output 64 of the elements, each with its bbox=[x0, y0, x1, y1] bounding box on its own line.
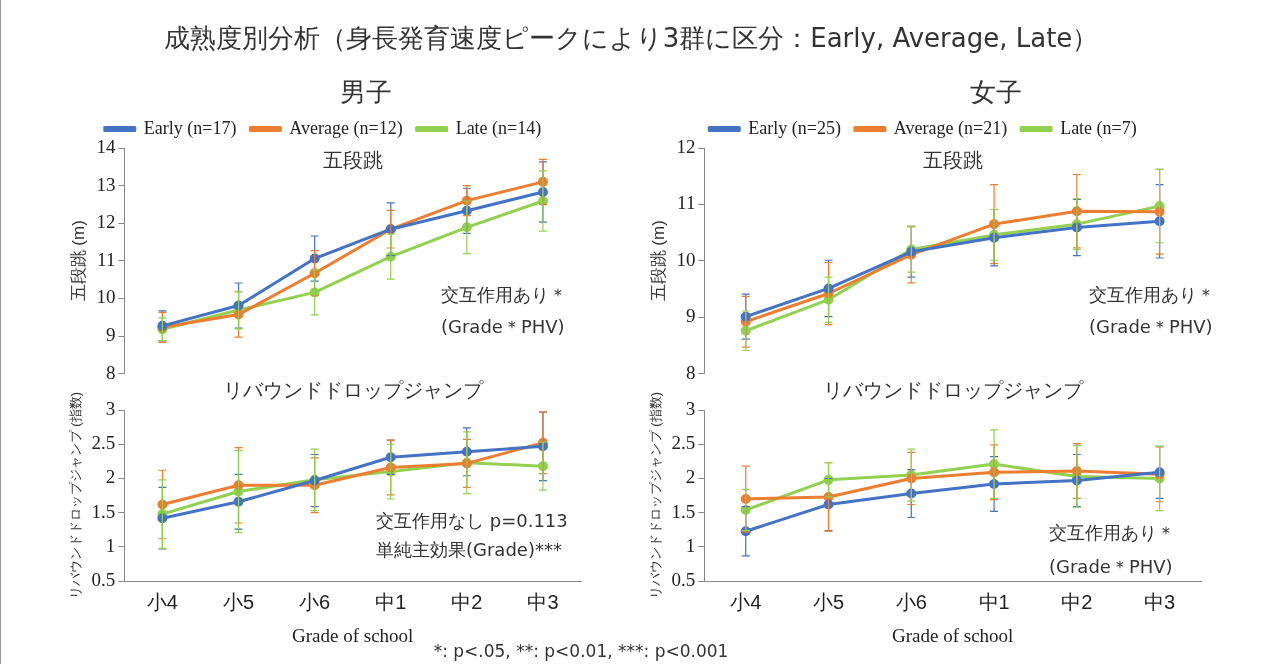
annotation: 単純主効果(Grade)*** bbox=[376, 538, 562, 563]
x-tick-label: 中3 bbox=[527, 590, 559, 613]
chart-title: 五段跳 bbox=[322, 148, 383, 173]
y-tick-label: 9 bbox=[685, 305, 696, 327]
annotation: (Grade＊PHV) bbox=[1049, 555, 1173, 580]
y-tick-label: 1 bbox=[105, 534, 116, 556]
text: 女子 bbox=[970, 76, 1022, 110]
chart-title: リバウンドドロップジャンプ bbox=[822, 378, 1084, 403]
chart-title: リバウンドドロップジャンプ bbox=[222, 378, 484, 403]
legend-label: Early (n=17) bbox=[143, 117, 237, 139]
y-tick-label: 12 bbox=[676, 135, 696, 157]
y-tick-label: 2.5 bbox=[671, 432, 696, 454]
legend-label: Late (n=7) bbox=[1060, 117, 1137, 139]
annotation: 交互作用なし p=0.113 bbox=[376, 509, 568, 534]
y-axis-title: リバウンドドロップジャンプ (指数) bbox=[68, 391, 84, 600]
y-tick-label: 0.5 bbox=[91, 569, 116, 591]
legend-label: Average (n=12) bbox=[289, 117, 403, 139]
y-tick-label: 1 bbox=[685, 534, 696, 556]
y-tick-label: 1.5 bbox=[671, 500, 696, 522]
legend-label: Average (n=21) bbox=[893, 117, 1008, 139]
y-tick-label: 12 bbox=[96, 211, 116, 233]
x-tick-label: 小5 bbox=[812, 590, 845, 613]
annotation: 交互作用あり＊ bbox=[441, 283, 567, 308]
y-tick-label: 14 bbox=[96, 135, 116, 157]
annotation: 交互作用あり＊ bbox=[1089, 283, 1215, 308]
annotation: 交互作用あり＊ bbox=[1049, 521, 1175, 546]
x-axis-title: Grade of school bbox=[292, 624, 414, 646]
x-tick-label: 中1 bbox=[978, 590, 1010, 613]
x-tick-label: 小6 bbox=[895, 590, 927, 613]
y-tick-label: 2 bbox=[105, 466, 116, 488]
x-tick-label: 小4 bbox=[146, 590, 178, 613]
y-tick-label: 9 bbox=[105, 323, 116, 345]
x-tick-label: 中2 bbox=[1061, 590, 1093, 613]
x-tick-label: 小5 bbox=[222, 590, 255, 613]
y-tick-label: 10 bbox=[96, 286, 116, 308]
x-tick-label: 中2 bbox=[451, 590, 483, 613]
y-tick-label: 3 bbox=[105, 397, 116, 419]
x-tick-label: 中3 bbox=[1144, 590, 1176, 613]
legend-label: Late (n=14) bbox=[455, 117, 542, 139]
y-tick-label: 1.5 bbox=[91, 500, 116, 522]
y-axis-title: リバウンドドロップジャンプ (指数) bbox=[648, 391, 664, 600]
y-tick-label: 8 bbox=[685, 361, 696, 383]
y-tick-label: 11 bbox=[677, 192, 696, 214]
y-tick-label: 13 bbox=[96, 173, 116, 195]
y-tick-label: 0.5 bbox=[671, 569, 696, 591]
text: 男子 bbox=[340, 76, 392, 110]
text: *: p<.05, **: p<0.01, ***: p<0.001 bbox=[433, 640, 729, 661]
x-tick-label: 小6 bbox=[299, 590, 331, 613]
y-tick-label: 2.5 bbox=[91, 432, 116, 454]
x-tick-label: 小4 bbox=[730, 590, 762, 613]
x-axis-title: Grade of school bbox=[892, 624, 1014, 646]
text: 成熟度別分析（身長発育速度ピークにより3群に区分：Early, Average, Late） bbox=[163, 22, 1099, 56]
y-tick-label: 8 bbox=[105, 361, 116, 383]
chart-title: 五段跳 bbox=[922, 148, 983, 173]
y-tick-label: 3 bbox=[685, 397, 696, 419]
legend-label: Early (n=25) bbox=[748, 117, 841, 139]
x-tick-label: 中1 bbox=[375, 590, 407, 613]
y-tick-label: 2 bbox=[685, 466, 696, 488]
annotation: (Grade＊PHV) bbox=[1089, 315, 1213, 340]
y-tick-label: 10 bbox=[676, 248, 696, 270]
y-axis-title: 五段跳 (m) bbox=[68, 220, 88, 302]
y-axis-title: 五段跳 (m) bbox=[648, 220, 668, 302]
y-tick-label: 11 bbox=[97, 248, 116, 270]
annotation: (Grade＊PHV) bbox=[441, 315, 565, 340]
